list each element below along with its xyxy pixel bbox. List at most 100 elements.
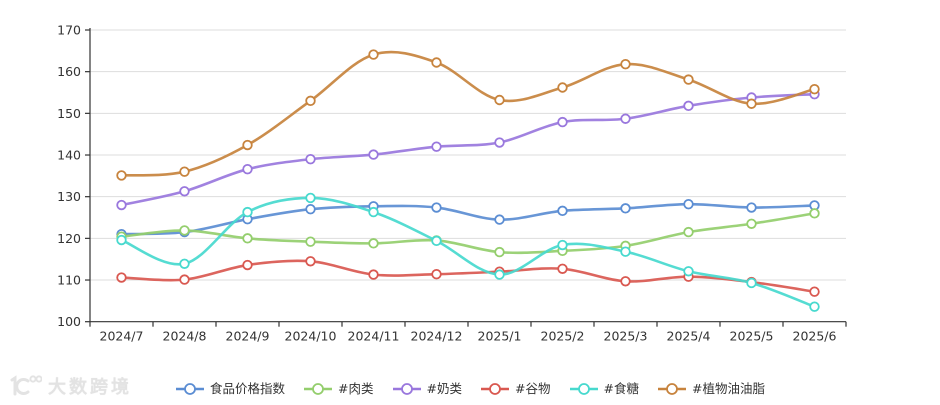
data-point-食品价格指数[interactable] bbox=[746, 202, 757, 213]
data-point-#谷物[interactable] bbox=[620, 276, 631, 287]
x-axis-label: 2024/10 bbox=[285, 329, 337, 344]
data-point-#植物油油脂[interactable] bbox=[494, 94, 505, 106]
legend-label: #谷物 bbox=[515, 380, 551, 396]
data-point-#植物油油脂[interactable] bbox=[179, 166, 190, 177]
y-axis-label: 140 bbox=[57, 148, 81, 163]
data-point-#谷物[interactable] bbox=[179, 274, 190, 285]
y-axis-label: 160 bbox=[57, 64, 81, 79]
data-point-#植物油油脂[interactable] bbox=[683, 74, 694, 85]
x-axis-label: 2025/4 bbox=[667, 329, 711, 344]
data-point-#谷物[interactable] bbox=[242, 259, 253, 271]
data-point-食品价格指数[interactable] bbox=[683, 198, 694, 210]
data-point-#肉类[interactable] bbox=[368, 238, 379, 249]
data-point-#肉类[interactable] bbox=[494, 246, 505, 258]
x-axis-label: 2024/9 bbox=[226, 329, 270, 344]
x-axis-label: 2024/12 bbox=[411, 329, 463, 344]
data-point-#食糖[interactable] bbox=[431, 235, 442, 247]
data-point-#食糖[interactable] bbox=[494, 269, 505, 280]
legend-label: #奶类 bbox=[426, 380, 463, 396]
data-point-#食糖[interactable] bbox=[242, 206, 253, 218]
data-point-#奶类[interactable] bbox=[557, 116, 568, 128]
data-point-#食糖[interactable] bbox=[683, 266, 694, 277]
data-point-#奶类[interactable] bbox=[305, 153, 316, 165]
data-point-#奶类[interactable] bbox=[179, 186, 190, 197]
x-axis-label: 2024/11 bbox=[348, 329, 400, 344]
legend-label: #食糖 bbox=[603, 380, 639, 396]
y-axis-label: 130 bbox=[57, 189, 81, 204]
x-axis-label: 2025/1 bbox=[478, 329, 522, 344]
legend-marker-icon bbox=[481, 383, 510, 395]
x-axis-label: 2025/5 bbox=[730, 329, 774, 344]
data-point-#食糖[interactable] bbox=[116, 234, 127, 246]
y-axis-label: 150 bbox=[57, 106, 81, 121]
data-point-#奶类[interactable] bbox=[242, 163, 253, 175]
legend-marker-icon bbox=[569, 383, 598, 395]
data-point-#肉类[interactable] bbox=[683, 226, 694, 238]
legend-marker-icon bbox=[304, 383, 333, 395]
data-point-#奶类[interactable] bbox=[368, 149, 379, 160]
data-point-#谷物[interactable] bbox=[116, 272, 127, 283]
data-point-#植物油油脂[interactable] bbox=[620, 58, 631, 70]
data-point-食品价格指数[interactable] bbox=[494, 214, 505, 225]
data-point-食品价格指数[interactable] bbox=[620, 203, 631, 214]
y-axis-label: 170 bbox=[57, 23, 81, 38]
data-point-#奶类[interactable] bbox=[683, 100, 694, 112]
data-point-#食糖[interactable] bbox=[368, 206, 379, 218]
y-axis-label: 100 bbox=[57, 314, 81, 329]
data-point-食品价格指数[interactable] bbox=[557, 205, 568, 217]
legend-item-食品价格指数[interactable]: 食品价格指数 bbox=[175, 382, 285, 396]
data-point-#植物油油脂[interactable] bbox=[305, 95, 316, 107]
data-point-#植物油油脂[interactable] bbox=[809, 83, 820, 95]
legend-marker-icon bbox=[657, 383, 686, 395]
data-point-#谷物[interactable] bbox=[809, 286, 820, 297]
legend-item-#植物油油脂[interactable]: #植物油油脂 bbox=[657, 382, 765, 396]
legend-label: #肉类 bbox=[338, 380, 374, 396]
data-point-#奶类[interactable] bbox=[431, 141, 442, 152]
series-line-#肉类 bbox=[120, 212, 816, 255]
data-point-#肉类[interactable] bbox=[242, 233, 253, 244]
data-point-食品价格指数[interactable] bbox=[305, 203, 316, 215]
data-point-#食糖[interactable] bbox=[746, 277, 757, 289]
data-point-#奶类[interactable] bbox=[620, 113, 631, 124]
data-point-#肉类[interactable] bbox=[746, 218, 757, 229]
data-point-#谷物[interactable] bbox=[368, 269, 379, 280]
data-point-#植物油油脂[interactable] bbox=[746, 98, 757, 109]
y-axis-label: 110 bbox=[57, 273, 81, 288]
data-point-#食糖[interactable] bbox=[179, 258, 190, 269]
data-point-#肉类[interactable] bbox=[809, 208, 820, 219]
data-point-食品价格指数[interactable] bbox=[431, 202, 442, 213]
data-point-#食糖[interactable] bbox=[557, 239, 568, 251]
x-axis-label: 2025/6 bbox=[793, 329, 837, 344]
legend-item-#食糖[interactable]: #食糖 bbox=[569, 382, 639, 396]
legend-item-#肉类[interactable]: #肉类 bbox=[303, 380, 374, 396]
data-point-#奶类[interactable] bbox=[494, 137, 505, 148]
data-point-#谷物[interactable] bbox=[305, 256, 316, 267]
data-point-#食糖[interactable] bbox=[305, 192, 316, 204]
legend-item-#谷物[interactable]: #谷物 bbox=[480, 380, 551, 396]
data-point-#肉类[interactable] bbox=[179, 225, 190, 236]
data-point-#植物油油脂[interactable] bbox=[242, 139, 253, 151]
x-axis-label: 2025/3 bbox=[604, 329, 648, 344]
data-point-#谷物[interactable] bbox=[431, 268, 442, 280]
data-point-#食糖[interactable] bbox=[809, 301, 820, 312]
legend-item-#奶类[interactable]: #奶类 bbox=[392, 382, 462, 396]
line-chart-canvas: 100 110 120 130 140 150 160 170 2024/7 2024/8 2024… bbox=[57, 23, 847, 344]
data-point-#植物油油脂[interactable] bbox=[368, 49, 379, 60]
legend-marker-icon bbox=[392, 383, 421, 395]
chart-legend: 食品价格指数 #肉类 #奶类 #谷物 #食糖 #植物油油脂 bbox=[0, 376, 940, 402]
x-axis-label: 2024/8 bbox=[163, 329, 207, 344]
y-axis-label: 120 bbox=[57, 231, 81, 246]
data-point-#植物油油脂[interactable] bbox=[431, 57, 442, 68]
legend-marker-icon bbox=[176, 383, 205, 395]
data-point-#肉类[interactable] bbox=[305, 236, 316, 247]
data-point-#食糖[interactable] bbox=[620, 246, 631, 257]
x-axis-label: 2025/2 bbox=[541, 329, 585, 344]
data-point-#谷物[interactable] bbox=[557, 263, 568, 274]
data-point-#植物油油脂[interactable] bbox=[116, 170, 127, 181]
data-point-#奶类[interactable] bbox=[116, 199, 127, 211]
legend-label: #植物油油脂 bbox=[691, 380, 765, 396]
data-point-#植物油油脂[interactable] bbox=[557, 82, 568, 93]
x-axis-label: 2024/7 bbox=[100, 329, 144, 344]
legend-label: 食品价格指数 bbox=[210, 380, 286, 396]
